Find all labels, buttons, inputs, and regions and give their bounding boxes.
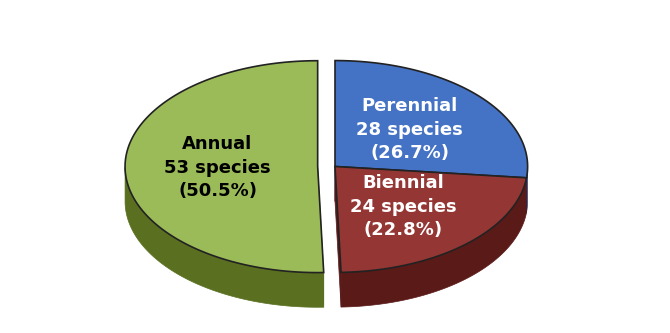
Polygon shape	[341, 178, 527, 307]
Polygon shape	[125, 167, 324, 307]
Polygon shape	[125, 61, 324, 273]
Polygon shape	[335, 166, 527, 212]
Polygon shape	[335, 166, 341, 307]
Text: Perennial
28 species
(26.7%): Perennial 28 species (26.7%)	[356, 97, 463, 162]
Text: Annual
53 species
(50.5%): Annual 53 species (50.5%)	[164, 135, 271, 200]
Polygon shape	[335, 166, 527, 212]
Polygon shape	[335, 61, 527, 178]
Text: Biennial
24 species
(22.8%): Biennial 24 species (22.8%)	[350, 174, 456, 239]
Polygon shape	[335, 166, 527, 272]
Polygon shape	[318, 166, 324, 307]
